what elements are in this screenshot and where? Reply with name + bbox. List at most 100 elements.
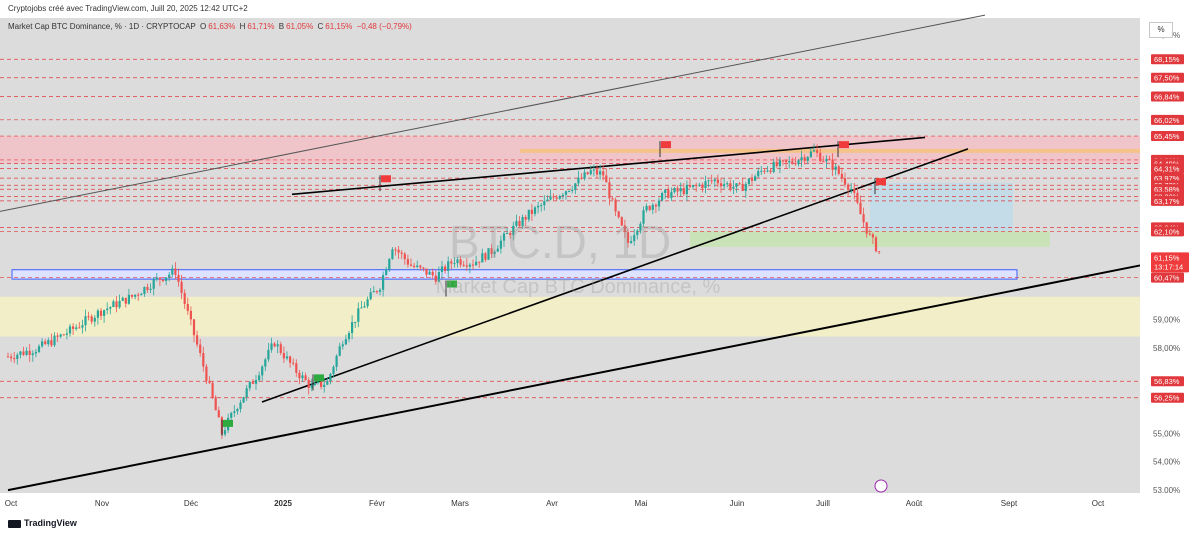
- candle-body: [822, 161, 825, 163]
- candle-body: [546, 199, 549, 202]
- x-tick-label: Oct: [1092, 499, 1105, 508]
- candle-body: [199, 344, 202, 354]
- candle-body: [394, 249, 397, 251]
- candle-body: [413, 265, 416, 267]
- candle-body: [385, 269, 388, 276]
- candle-body: [87, 316, 90, 318]
- candle-body: [161, 279, 165, 281]
- candle-body: [769, 170, 772, 173]
- wedge-resistance-line: [291, 136, 926, 196]
- candle-body: [444, 266, 447, 271]
- candle-body: [428, 271, 431, 275]
- candle-body: [202, 353, 205, 367]
- candle-body: [496, 248, 499, 252]
- candle-body: [475, 261, 478, 266]
- candle-body: [533, 207, 537, 214]
- candle-body: [620, 217, 623, 226]
- candle-body: [279, 344, 282, 354]
- candle-body: [239, 402, 242, 409]
- candle-body: [214, 397, 217, 411]
- y-tick-label: 59,00%: [1153, 315, 1180, 324]
- candle-body: [865, 222, 868, 234]
- candle-body: [149, 288, 152, 290]
- level-badge: [1151, 131, 1184, 142]
- candle-body: [657, 200, 661, 207]
- y-tick-label: 54,00%: [1153, 458, 1180, 467]
- last-price-badge: [1151, 252, 1189, 273]
- candle-body: [81, 325, 84, 328]
- candle-body: [109, 307, 112, 309]
- candle-body: [196, 335, 199, 345]
- brand-label: TradingView: [24, 518, 77, 528]
- level-badge-label: 65,45%: [1154, 132, 1180, 141]
- level-badge: [1151, 163, 1184, 174]
- candle-body: [639, 223, 642, 231]
- watermark-name: Market Cap BTC Dominance, %: [436, 276, 721, 298]
- candle-body: [25, 350, 28, 355]
- candle-body: [326, 380, 329, 385]
- candle-body: [623, 225, 626, 233]
- level-badge: [1151, 195, 1184, 206]
- candle-body: [183, 292, 186, 304]
- candle-body: [487, 248, 490, 260]
- candle-body: [180, 281, 183, 293]
- candle-body: [537, 205, 540, 208]
- candle-body: [233, 411, 236, 413]
- open-value: 61,63%: [208, 22, 236, 31]
- support-box: [11, 269, 1018, 280]
- level-badge: [1151, 54, 1184, 65]
- x-tick-label: Juin: [730, 499, 745, 508]
- green-flag-icon: [223, 419, 233, 427]
- candle-body: [261, 366, 264, 376]
- resistance-band: [520, 148, 1140, 153]
- candle-body: [509, 232, 512, 236]
- candle-body: [354, 321, 357, 323]
- candle-body: [530, 209, 533, 214]
- candle-body: [874, 237, 878, 252]
- target-box-green: [690, 231, 1050, 247]
- candle-body: [112, 301, 115, 308]
- candle-body: [366, 299, 369, 307]
- upper-channel-line: [0, 14, 986, 212]
- candle-body: [363, 306, 366, 308]
- candle-body: [577, 177, 580, 184]
- candle-body: [254, 380, 258, 384]
- candle-body: [819, 152, 822, 162]
- candle-body: [143, 286, 146, 294]
- candle-body: [664, 189, 667, 193]
- candle-body: [382, 275, 385, 290]
- candle-body: [651, 204, 654, 210]
- candle-body: [68, 326, 72, 334]
- candle-body: [313, 383, 316, 386]
- candle-body: [713, 179, 716, 182]
- candle-body: [626, 232, 630, 243]
- candle-body: [698, 184, 701, 186]
- candle-body: [775, 162, 778, 167]
- candle-body: [242, 397, 245, 403]
- candle-body: [856, 192, 859, 203]
- level-badge-label: 67,50%: [1154, 74, 1180, 83]
- lightning-icon[interactable]: [874, 479, 888, 493]
- candle-body: [726, 183, 729, 185]
- header-symbol: Market Cap BTC Dominance, % · 1D · CRYPT…: [8, 22, 196, 31]
- unit-toggle-button[interactable]: %: [1149, 22, 1173, 38]
- time-axis[interactable]: [0, 493, 1199, 513]
- candle-body: [99, 310, 103, 316]
- candle-body: [760, 170, 763, 172]
- level-badge-label: 63,58%: [1154, 185, 1180, 194]
- candle-body: [459, 259, 462, 265]
- candle-body: [574, 183, 577, 190]
- level-badge-label: 63,97%: [1154, 174, 1180, 183]
- candle-body: [267, 349, 270, 360]
- candle-body: [704, 181, 707, 188]
- candle-body: [803, 157, 806, 161]
- candle-body: [682, 188, 685, 195]
- candle-body: [338, 346, 341, 356]
- tradingview-brand[interactable]: TradingView: [8, 518, 77, 528]
- red-flag-icon: [876, 178, 886, 186]
- candle-body: [549, 196, 552, 200]
- candle-body: [335, 355, 338, 367]
- candle-body: [608, 182, 611, 199]
- candle-body: [781, 160, 785, 162]
